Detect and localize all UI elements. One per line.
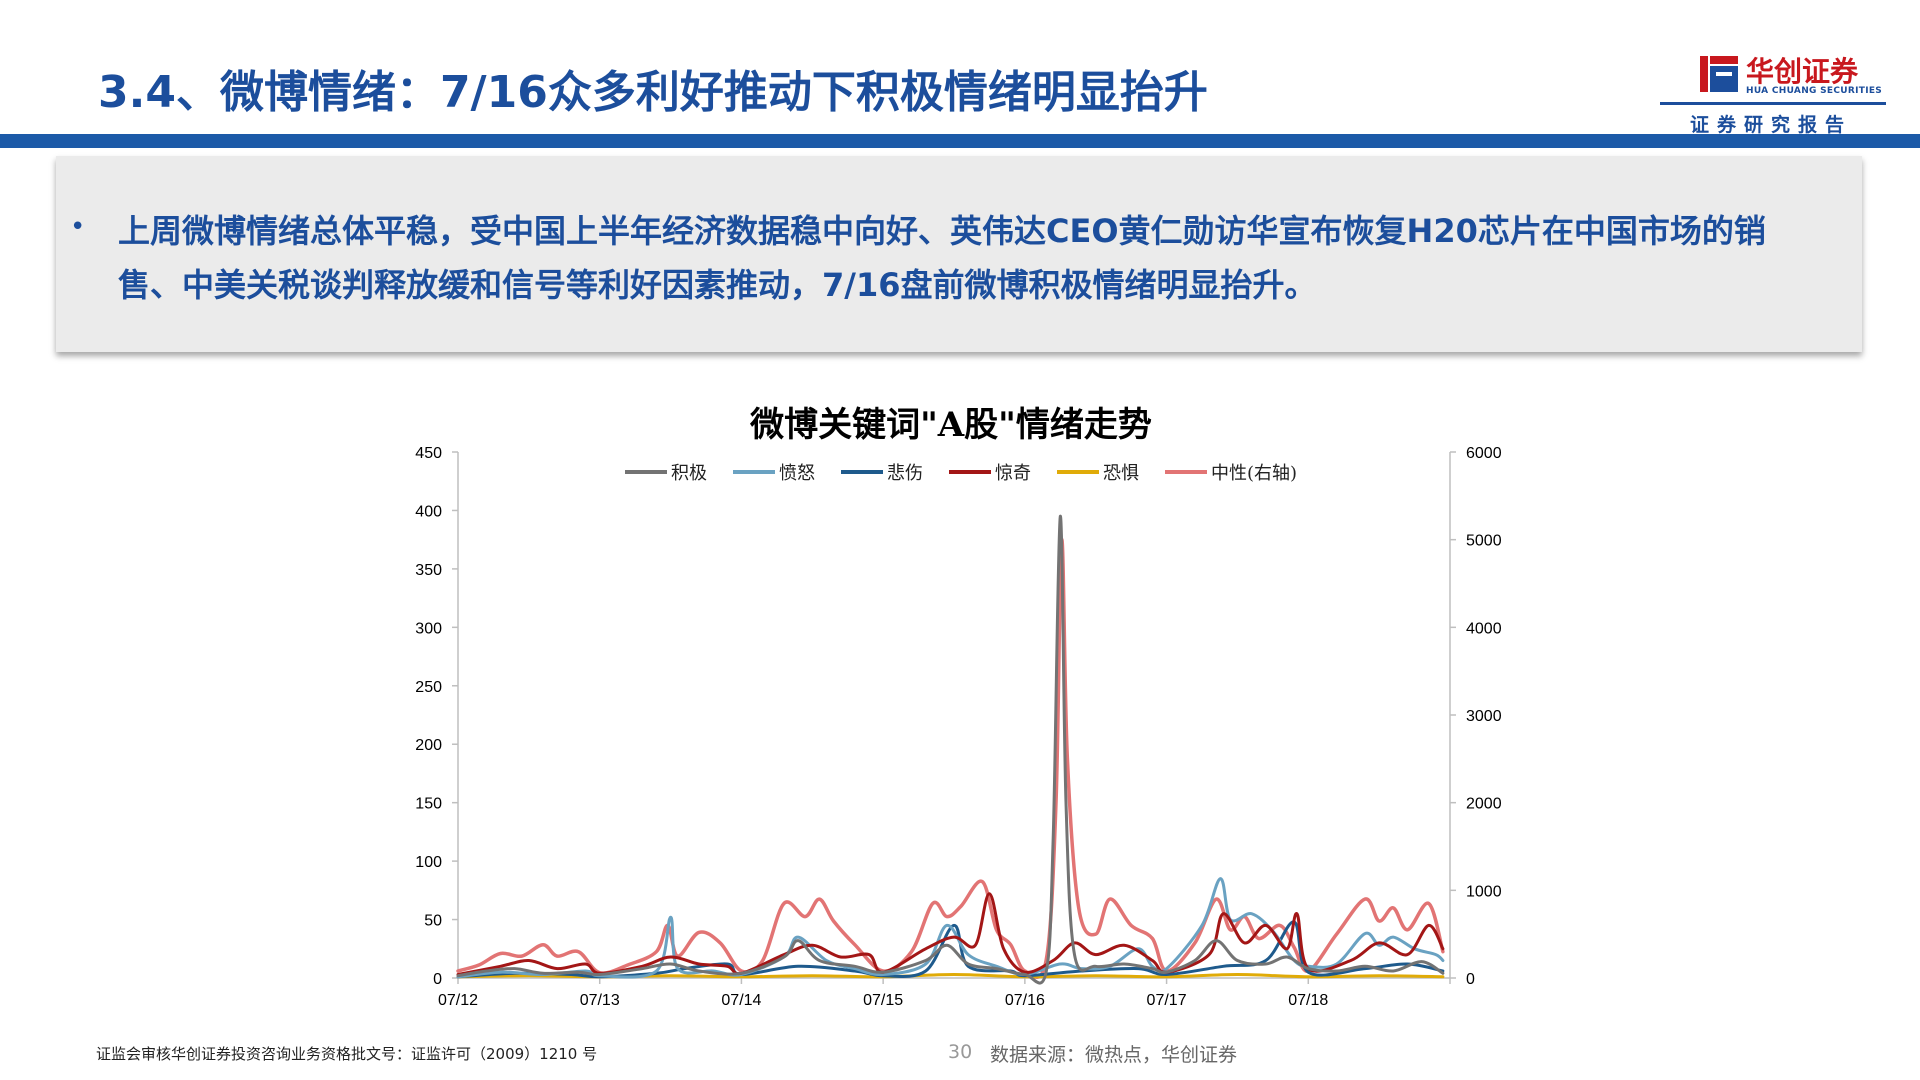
right-tick-label: 2000 xyxy=(1466,796,1502,813)
page-number: 30 xyxy=(948,1041,973,1063)
left-tick-label: 150 xyxy=(415,796,442,813)
series-line xyxy=(456,877,1445,979)
left-tick-label: 50 xyxy=(424,913,442,930)
x-tick-label: 07/16 xyxy=(1005,992,1045,1009)
header-band xyxy=(0,134,1920,150)
series-line xyxy=(456,892,1445,976)
left-tick-label: 100 xyxy=(415,854,442,871)
series-line xyxy=(456,537,1445,979)
header-band-bar xyxy=(0,134,1920,148)
x-tick-label: 07/12 xyxy=(438,992,478,1009)
left-tick-label: 250 xyxy=(415,679,442,696)
right-tick-label: 4000 xyxy=(1466,620,1502,637)
right-tick-label: 1000 xyxy=(1466,883,1502,900)
series-line xyxy=(456,514,1445,985)
x-tick-label: 07/15 xyxy=(863,992,903,1009)
footer-license: 证监会审核华创证券投资咨询业务资格批文号：证监许可（2009）1210 号 xyxy=(96,1045,598,1063)
left-tick-label: 200 xyxy=(415,737,442,754)
summary-bullet: • xyxy=(70,212,86,242)
left-tick-label: 450 xyxy=(415,445,442,462)
brand-name: 华创证券 xyxy=(1746,55,1859,88)
brand-mark-icon xyxy=(1700,56,1738,92)
x-tick-label: 07/14 xyxy=(721,992,761,1009)
left-tick-label: 300 xyxy=(415,620,442,637)
right-tick-label: 0 xyxy=(1466,971,1475,988)
summary-box xyxy=(56,156,1862,352)
legend-label: 中性(右轴) xyxy=(1211,463,1297,484)
page-title: 3.4、微博情绪：7/16众多利好推动下积极情绪明显抬升 xyxy=(98,67,1208,118)
legend-label: 惊奇 xyxy=(995,463,1031,484)
brand-divider xyxy=(1660,102,1886,105)
right-tick-label: 6000 xyxy=(1466,445,1502,462)
x-tick-label: 07/17 xyxy=(1147,992,1187,1009)
legend-label: 愤怒 xyxy=(779,463,815,484)
left-tick-label: 0 xyxy=(433,971,442,988)
x-tick-label: 07/18 xyxy=(1288,992,1328,1009)
brand-subtitle: 证券研究报告 xyxy=(1690,114,1853,136)
brand-logo: 华创证券 HUA CHUANG SECURITIES 证券研究报告 xyxy=(1660,46,1886,138)
chart-title: 微博关键词"A股"情绪走势 xyxy=(750,405,1152,445)
left-tick-label: 350 xyxy=(415,562,442,579)
right-tick-label: 3000 xyxy=(1466,708,1502,725)
left-tick-label: 400 xyxy=(415,503,442,520)
x-tick-label: 07/13 xyxy=(580,992,620,1009)
right-tick-label: 5000 xyxy=(1466,533,1502,550)
legend-label: 恐惧 xyxy=(1103,463,1139,484)
summary-text: 上周微博情绪总体平稳，受中国上半年经济数据稳中向好、英伟达CEO黄仁勋访华宣布恢… xyxy=(118,212,1766,304)
legend-label: 积极 xyxy=(671,463,707,484)
data-source: 数据来源：微热点，华创证券 xyxy=(990,1044,1238,1066)
brand-name-en: HUA CHUANG SECURITIES xyxy=(1746,86,1883,96)
legend-label: 悲伤 xyxy=(887,463,923,484)
